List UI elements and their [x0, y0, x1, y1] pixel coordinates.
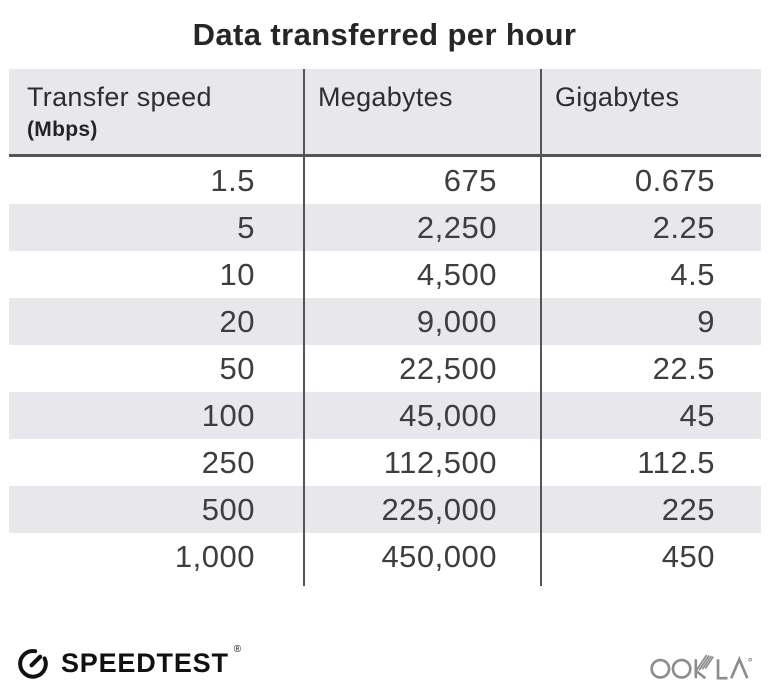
cell-gigabytes: 112.5	[540, 439, 761, 486]
cell-transfer-speed: 50	[219, 350, 255, 386]
cell-gigabytes: 450	[540, 533, 761, 580]
cell-gigabytes: 2.25	[540, 204, 761, 251]
table-row: 10 4,500 4.5	[9, 251, 761, 298]
page-title: Data transferred per hour	[192, 17, 577, 52]
cell-gigabytes: 45	[540, 392, 761, 439]
cell-transfer-speed: 20	[219, 303, 255, 339]
data-table: Transfer speed (Mbps) Megabytes Gigabyte…	[9, 69, 761, 586]
speedtest-wordmark: SPEEDTEST	[61, 648, 229, 678]
cell-transfer-speed: 500	[201, 491, 255, 527]
cell-gigabytes: 0.675	[540, 157, 761, 204]
column-header-label: Transfer speed	[27, 82, 212, 112]
cell-gigabytes: 225	[540, 486, 761, 533]
infographic-page: Data transferred per hour Transfer speed…	[0, 17, 769, 685]
table-row: 1,000 450,000 450	[9, 533, 761, 580]
tick-spacer	[9, 580, 303, 586]
cell-megabytes: 45,000	[303, 392, 540, 439]
table-row: 100 45,000 45	[9, 392, 761, 439]
column-header-label: Megabytes	[318, 82, 453, 112]
table-row: 5 2,250 2.25	[9, 204, 761, 251]
cell-gigabytes: 22.5	[540, 345, 761, 392]
speedtest-logo: SPEEDTEST ®	[14, 642, 241, 685]
cell-transfer-speed: 250	[201, 444, 255, 480]
tick-spacer	[303, 580, 540, 586]
column-header-megabytes: Megabytes	[303, 69, 540, 154]
table-body: 1.5 675 0.675 5 2,250 2.25 10 4,500 4.5 20 9,000 9 5…	[9, 157, 761, 580]
column-header-gigabytes: Gigabytes	[540, 69, 761, 154]
cell-transfer-speed: 10	[219, 256, 255, 292]
cell-transfer-speed: 100	[201, 397, 255, 433]
cell-megabytes: 675	[303, 157, 540, 204]
cell-transfer-speed: 1,000	[174, 538, 255, 574]
speedtest-gauge-icon	[14, 642, 52, 685]
table-row: 500 225,000 225	[9, 486, 761, 533]
column-header-unit: (Mbps)	[27, 118, 98, 141]
cell-megabytes: 22,500	[303, 345, 540, 392]
ookla-logo	[649, 646, 753, 682]
cell-megabytes: 2,250	[303, 204, 540, 251]
table-bottom-divider-ticks	[9, 580, 761, 586]
table-row: 50 22,500 22.5	[9, 345, 761, 392]
footer: SPEEDTEST ®	[14, 642, 753, 685]
cell-transfer-speed: 5	[237, 209, 255, 245]
table-header-row: Transfer speed (Mbps) Megabytes Gigabyte…	[9, 69, 761, 157]
cell-gigabytes: 4.5	[540, 251, 761, 298]
table-row: 250 112,500 112.5	[9, 439, 761, 486]
cell-gigabytes: 9	[540, 298, 761, 345]
table-row: 1.5 675 0.675	[9, 157, 761, 204]
cell-transfer-speed: 1.5	[210, 162, 255, 198]
cell-megabytes: 112,500	[303, 439, 540, 486]
cell-megabytes: 4,500	[303, 251, 540, 298]
table-row: 20 9,000 9	[9, 298, 761, 345]
column-header-label: Gigabytes	[555, 82, 680, 112]
cell-megabytes: 9,000	[303, 298, 540, 345]
registered-trademark-icon: ®	[233, 644, 242, 655]
cell-megabytes: 225,000	[303, 486, 540, 533]
cell-megabytes: 450,000	[303, 533, 540, 580]
tick-spacer	[540, 580, 761, 586]
column-header-transfer-speed: Transfer speed (Mbps)	[9, 69, 303, 154]
